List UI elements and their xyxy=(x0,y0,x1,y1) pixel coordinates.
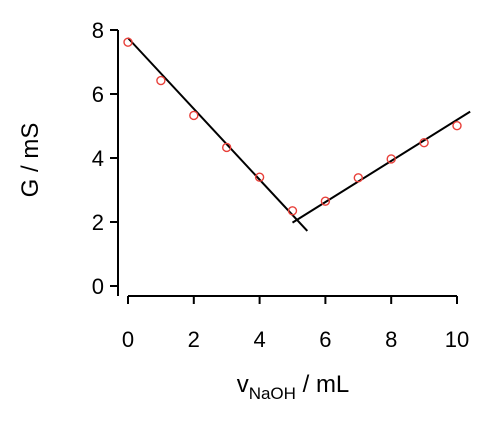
y-axis-title: G / mS xyxy=(17,123,44,198)
x-axis-title-unit: / mL xyxy=(296,371,349,398)
data-point xyxy=(320,196,331,206)
data-point xyxy=(189,110,199,121)
x-tick-label: 6 xyxy=(319,327,331,352)
fit-line-2 xyxy=(291,110,471,224)
y-tick-label: 8 xyxy=(92,18,104,43)
data-point xyxy=(452,120,462,131)
x-tick-label: 10 xyxy=(445,327,469,352)
data-point xyxy=(123,37,133,47)
x-tick-label: 0 xyxy=(122,327,134,352)
x-tick-label: 4 xyxy=(253,327,265,352)
data-point xyxy=(419,137,429,148)
data-points xyxy=(123,37,462,216)
data-point xyxy=(156,75,166,86)
data-point xyxy=(254,172,265,182)
data-point xyxy=(386,154,396,164)
axes: 0 2 4 6 8 0 2 4 6 8 10 xyxy=(92,18,469,352)
data-point xyxy=(353,173,363,183)
y-tick-label: 4 xyxy=(92,146,104,171)
x-tick-label: 8 xyxy=(385,327,397,352)
x-axis-title: vNaOH / mL xyxy=(237,371,350,403)
x-tick-label: 2 xyxy=(188,327,200,352)
fit-lines xyxy=(127,37,471,232)
x-axis-title-subscript: NaOH xyxy=(249,384,296,403)
y-tick-label: 6 xyxy=(92,82,104,107)
data-point xyxy=(287,206,298,216)
y-tick-label: 2 xyxy=(92,210,104,235)
y-tick-label: 0 xyxy=(92,274,104,299)
data-point xyxy=(221,142,232,153)
x-axis-title-main: v xyxy=(237,371,249,398)
fit-line-1 xyxy=(127,37,309,232)
